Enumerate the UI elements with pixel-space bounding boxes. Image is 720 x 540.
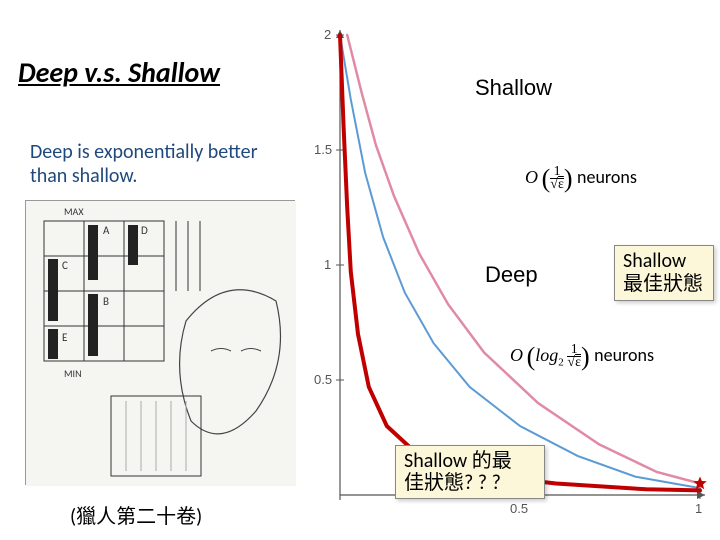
svg-text:E: E xyxy=(62,331,67,344)
annot-shallow-q: Shallow 的最 佳狀態? ? ? xyxy=(395,445,545,499)
label-shallow: Shallow xyxy=(475,75,552,101)
svg-text:0.5: 0.5 xyxy=(510,501,528,515)
annot-line: Shallow xyxy=(623,250,705,273)
manga-sketch: MAX MIN A D C E B xyxy=(26,201,296,486)
svg-text:MIN: MIN xyxy=(64,367,82,380)
svg-text:MAX: MAX xyxy=(64,205,84,218)
svg-text:1.5: 1.5 xyxy=(314,142,332,157)
svg-text:D: D xyxy=(141,224,148,237)
subtitle: Deep is exponentially better than shallo… xyxy=(30,140,270,188)
svg-text:0.5: 0.5 xyxy=(314,372,332,387)
formula-shallow: O (1√ε) neurons xyxy=(525,160,637,192)
svg-text:1: 1 xyxy=(324,257,331,272)
annot-line: 佳狀態? ? ? xyxy=(404,472,536,494)
annot-line: Shallow 的最 xyxy=(404,450,536,472)
svg-text:C: C xyxy=(62,259,68,272)
manga-caption: (獵人第二十卷) xyxy=(70,500,202,529)
svg-text:A: A xyxy=(103,224,110,237)
formula-deep: O (log2 1√ε) neurons xyxy=(510,338,654,370)
slide-title: Deep v.s. Shallow xyxy=(18,55,220,90)
annot-shallow-best: Shallow 最佳狀態 xyxy=(614,245,714,301)
svg-text:B: B xyxy=(103,295,109,308)
annot-line: 最佳狀態 xyxy=(623,273,705,296)
svg-text:2: 2 xyxy=(324,27,331,42)
label-deep: Deep xyxy=(485,262,538,288)
svg-text:1: 1 xyxy=(695,501,702,515)
manga-figure: MAX MIN A D C E B xyxy=(25,200,295,485)
